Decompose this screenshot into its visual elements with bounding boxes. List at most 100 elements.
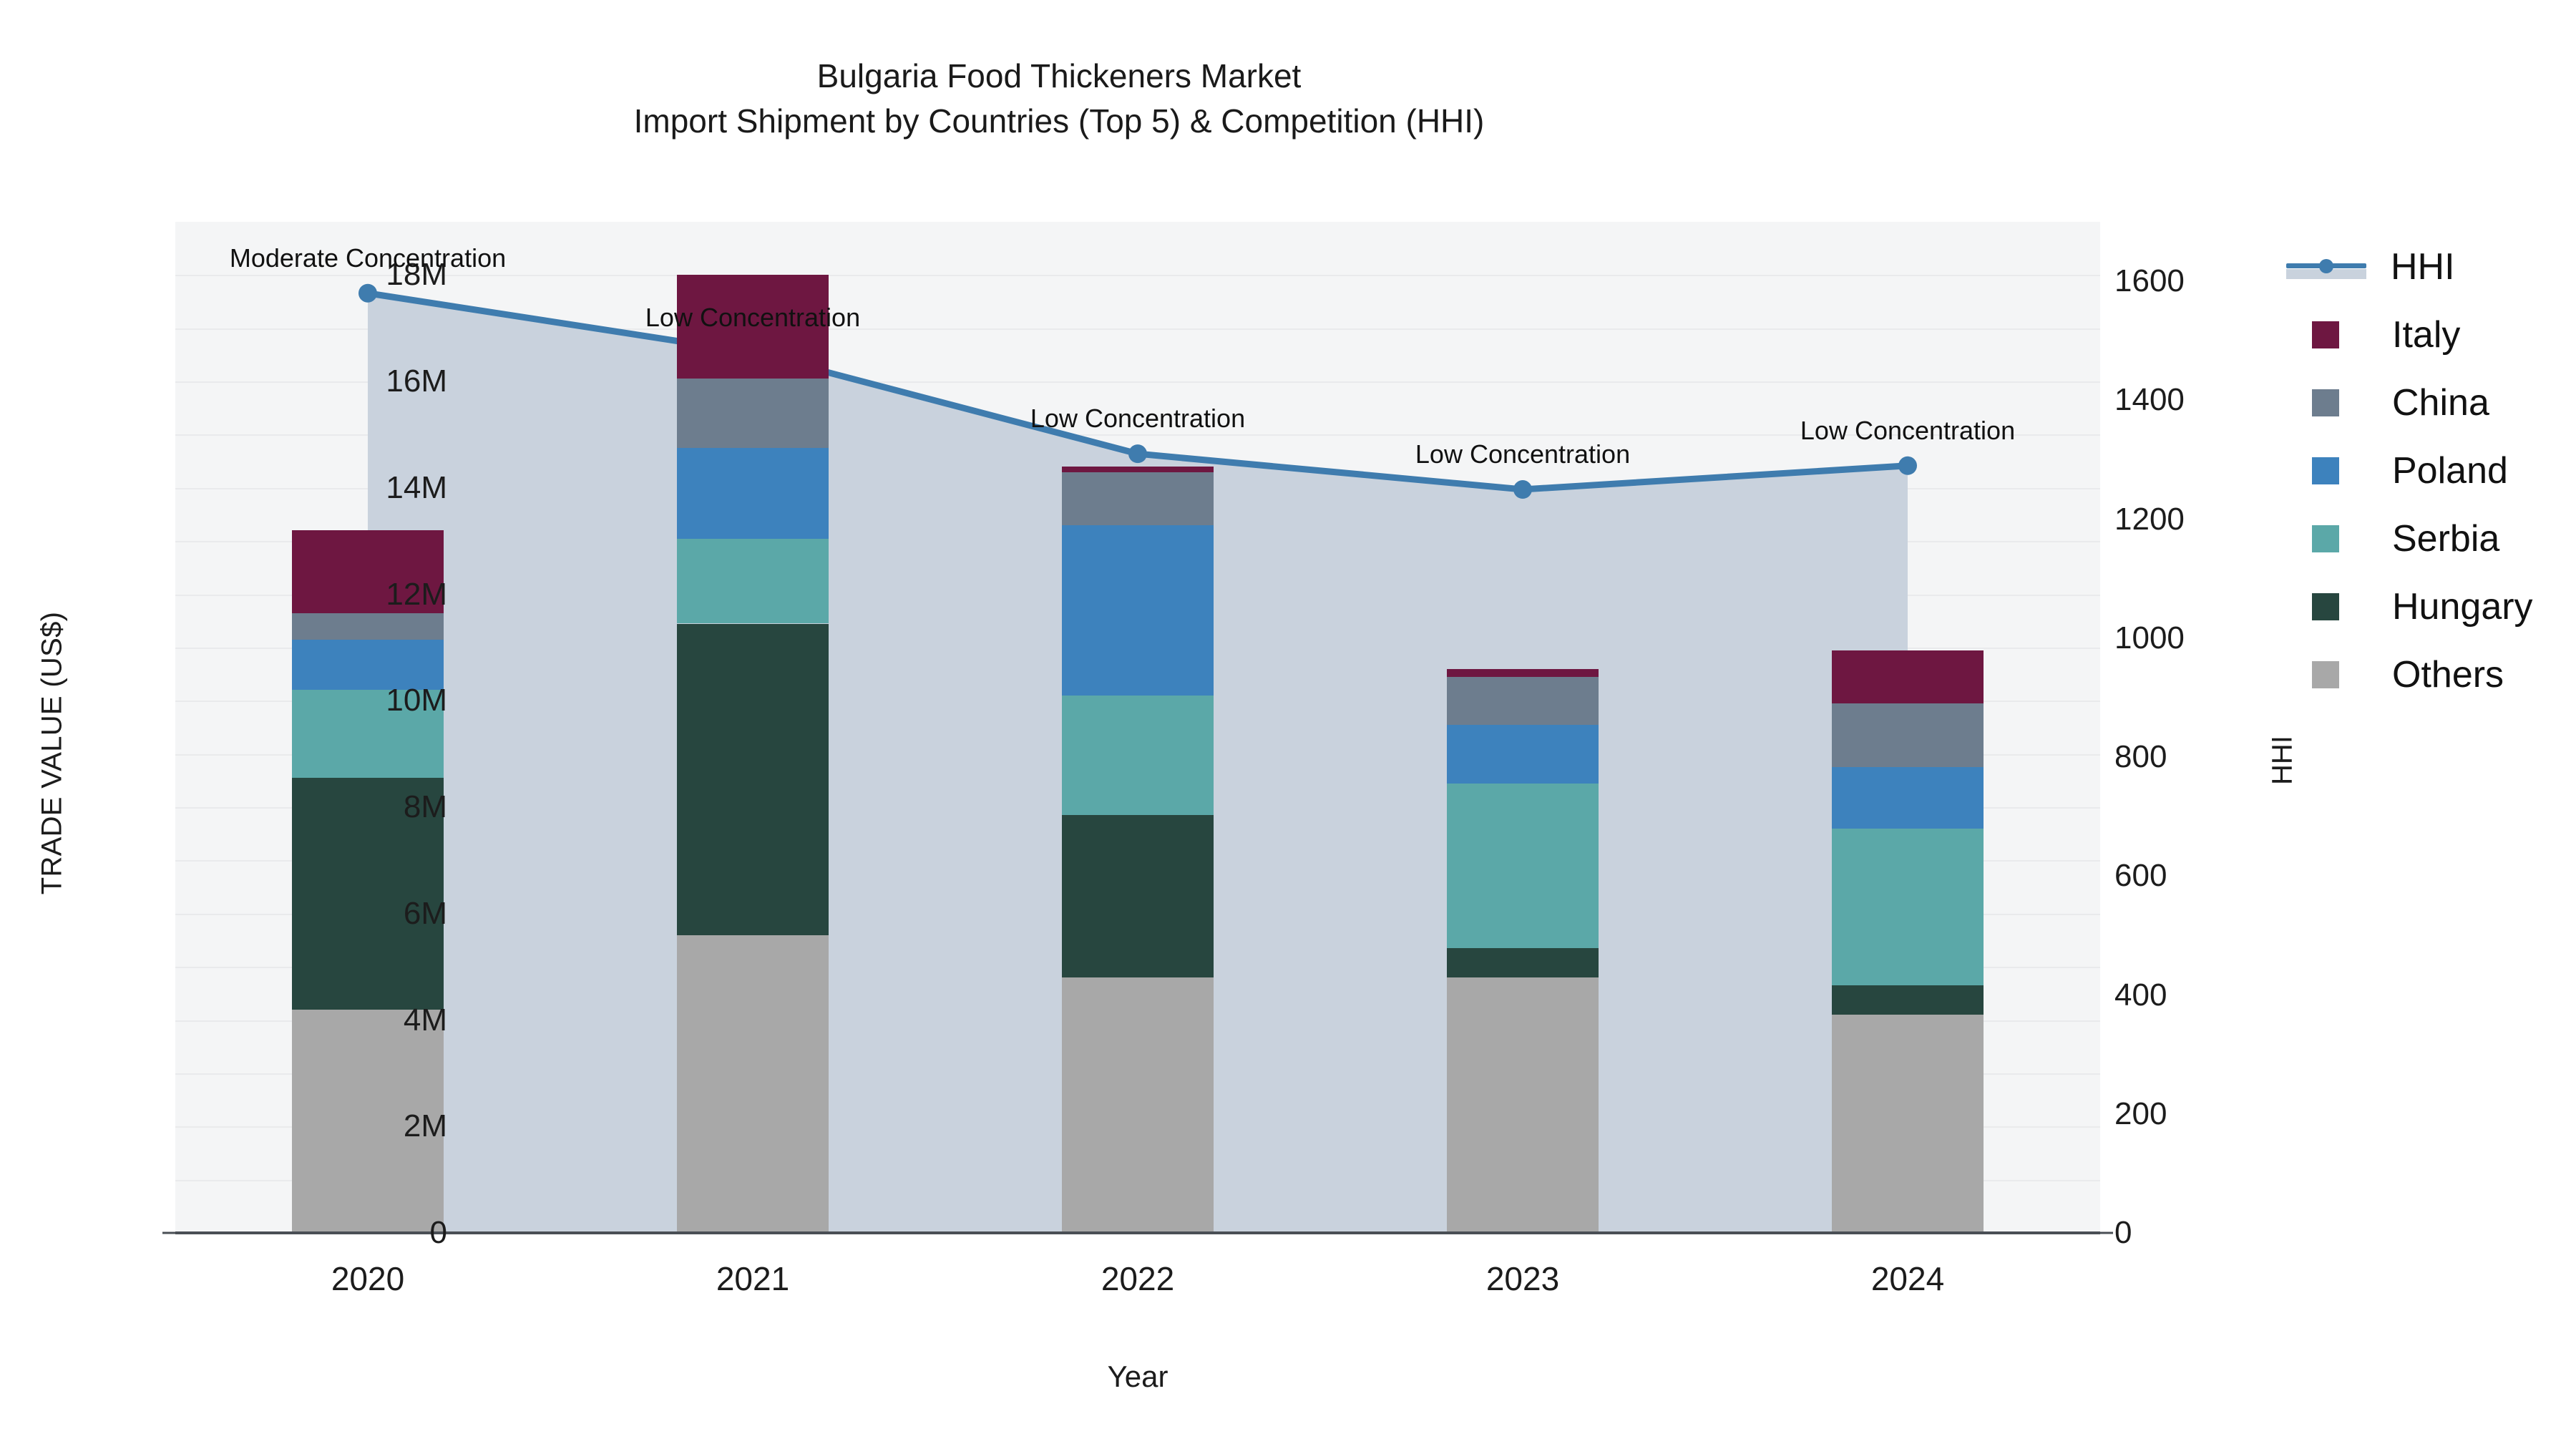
y-left-tick-label: 4M <box>403 1002 447 1038</box>
legend-swatch-icon <box>2312 389 2339 416</box>
bar-segment-hungary-2021[interactable] <box>677 623 829 935</box>
y-right-tick-label: 1400 <box>2114 382 2185 418</box>
bar-column-2023[interactable] <box>1447 222 1599 1233</box>
y-right-tick-mark <box>2100 1231 2113 1234</box>
bar-segment-poland-2021[interactable] <box>677 448 829 539</box>
bar-segment-serbia-2021[interactable] <box>677 538 829 624</box>
x-tick-label-2020: 2020 <box>331 1260 405 1297</box>
bar-segment-poland-2022[interactable] <box>1062 525 1214 696</box>
gridline <box>175 275 2100 277</box>
bar-segment-china-2023[interactable] <box>1447 676 1599 725</box>
legend-item-hhi[interactable]: HHI <box>2286 233 2533 301</box>
y-left-tick-label: 8M <box>403 789 447 825</box>
bar-segment-italy-2022[interactable] <box>1062 467 1214 472</box>
gridline <box>175 381 2100 384</box>
legend-item-italy[interactable]: Italy <box>2286 301 2533 369</box>
bar-segment-italy-2021[interactable] <box>677 275 829 379</box>
y-left-tick-label: 10M <box>386 683 447 718</box>
hhi-annotation-2021: Low Concentration <box>645 302 861 332</box>
plot-area <box>175 222 2100 1234</box>
bar-column-2024[interactable] <box>1832 222 1984 1233</box>
title-line-1: Bulgaria Food Thickeners Market <box>816 57 1302 94</box>
y-axis-left-label: TRADE VALUE (US$) <box>36 611 68 895</box>
y-right-tick-label: 0 <box>2114 1215 2132 1250</box>
x-axis-line <box>175 1231 2100 1234</box>
bar-segment-italy-2024[interactable] <box>1832 650 1984 704</box>
line-marker-icon <box>2286 253 2366 280</box>
bar-segment-serbia-2020[interactable] <box>292 690 444 779</box>
y-left-tick-label: 2M <box>403 1108 447 1144</box>
legend-label-serbia: Serbia <box>2392 517 2500 560</box>
legend-swatch-icon <box>2312 321 2339 348</box>
bar-column-2022[interactable] <box>1062 222 1214 1233</box>
bar-column-2020[interactable] <box>292 222 444 1233</box>
x-axis-label: Year <box>1107 1360 1169 1393</box>
bar-segment-hungary-2020[interactable] <box>292 778 444 1010</box>
y-right-tick-label: 600 <box>2114 858 2167 894</box>
legend: HHI Italy China Poland Serbia Hungary Others <box>2286 233 2533 708</box>
legend-label-hungary: Hungary <box>2392 585 2533 628</box>
bar-segment-others-2020[interactable] <box>292 1009 444 1233</box>
legend-label-hhi: HHI <box>2391 245 2455 288</box>
legend-label-poland: Poland <box>2392 449 2508 492</box>
bar-segment-others-2022[interactable] <box>1062 977 1214 1233</box>
legend-item-china[interactable]: China <box>2286 369 2533 436</box>
legend-swatch-icon <box>2312 660 2339 688</box>
legend-swatch-icon <box>2312 592 2339 620</box>
bar-segment-china-2022[interactable] <box>1062 472 1214 525</box>
y-left-tick-label: 6M <box>403 895 447 931</box>
title-line-2: Import Shipment by Countries (Top 5) & C… <box>633 102 1485 140</box>
legend-item-serbia[interactable]: Serbia <box>2286 504 2533 572</box>
bar-segment-poland-2020[interactable] <box>292 639 444 691</box>
bar-segment-china-2020[interactable] <box>292 613 444 640</box>
x-tick-label-2023: 2023 <box>1485 1260 1560 1297</box>
x-tick-label-2022: 2022 <box>1101 1260 1175 1297</box>
bar-segment-serbia-2023[interactable] <box>1447 783 1599 949</box>
legend-item-hungary[interactable]: Hungary <box>2286 572 2533 640</box>
legend-label-china: China <box>2392 381 2489 424</box>
legend-item-others[interactable]: Others <box>2286 640 2533 708</box>
legend-swatch-icon <box>2312 525 2339 552</box>
hhi-data-point-2023[interactable] <box>1513 480 1532 499</box>
bar-segment-others-2023[interactable] <box>1447 977 1599 1233</box>
x-tick-label-2021: 2021 <box>716 1260 790 1297</box>
bar-segment-poland-2023[interactable] <box>1447 724 1599 784</box>
x-tick-label-2024: 2024 <box>1870 1260 1945 1297</box>
y-right-tick-label: 1000 <box>2114 620 2185 655</box>
y-right-tick-label: 800 <box>2114 739 2167 775</box>
y-left-tick-label: 12M <box>386 576 447 612</box>
bar-segment-others-2024[interactable] <box>1832 1015 1984 1233</box>
legend-area-fill <box>2286 268 2366 279</box>
legend-swatch-icon <box>2312 457 2339 484</box>
bar-segment-serbia-2024[interactable] <box>1832 828 1984 986</box>
bar-segment-china-2021[interactable] <box>677 379 829 449</box>
bar-segment-hungary-2022[interactable] <box>1062 815 1214 978</box>
gridline <box>175 434 2100 436</box>
bar-segment-china-2024[interactable] <box>1832 703 1984 768</box>
y-right-tick-label: 400 <box>2114 977 2167 1013</box>
bar-segment-others-2021[interactable] <box>677 935 829 1233</box>
bar-segment-italy-2023[interactable] <box>1447 668 1599 677</box>
bar-segment-italy-2020[interactable] <box>292 530 444 613</box>
legend-label-italy: Italy <box>2392 313 2461 356</box>
bar-segment-hungary-2023[interactable] <box>1447 948 1599 978</box>
hhi-data-point-2020[interactable] <box>358 283 377 303</box>
y-left-tick-label: 14M <box>386 469 447 505</box>
legend-line-marker <box>2319 258 2333 273</box>
y-left-tick-label: 18M <box>386 257 447 293</box>
legend-label-others: Others <box>2392 653 2504 696</box>
hhi-annotation-2024: Low Concentration <box>1800 415 2016 445</box>
y-left-tick-mark <box>162 1231 175 1234</box>
y-right-tick-label: 1600 <box>2114 263 2185 299</box>
bar-column-2021[interactable] <box>677 222 829 1233</box>
hhi-data-point-2022[interactable] <box>1128 444 1147 464</box>
y-left-tick-label: 0 <box>429 1215 447 1250</box>
bar-segment-hungary-2024[interactable] <box>1832 985 1984 1015</box>
gridline <box>175 328 2100 330</box>
y-left-tick-label: 16M <box>386 364 447 399</box>
bar-segment-serbia-2022[interactable] <box>1062 695 1214 816</box>
hhi-annotation-2020: Moderate Concentration <box>229 243 507 273</box>
bar-segment-poland-2024[interactable] <box>1832 767 1984 829</box>
legend-item-poland[interactable]: Poland <box>2286 436 2533 504</box>
hhi-data-point-2024[interactable] <box>1898 456 1917 475</box>
